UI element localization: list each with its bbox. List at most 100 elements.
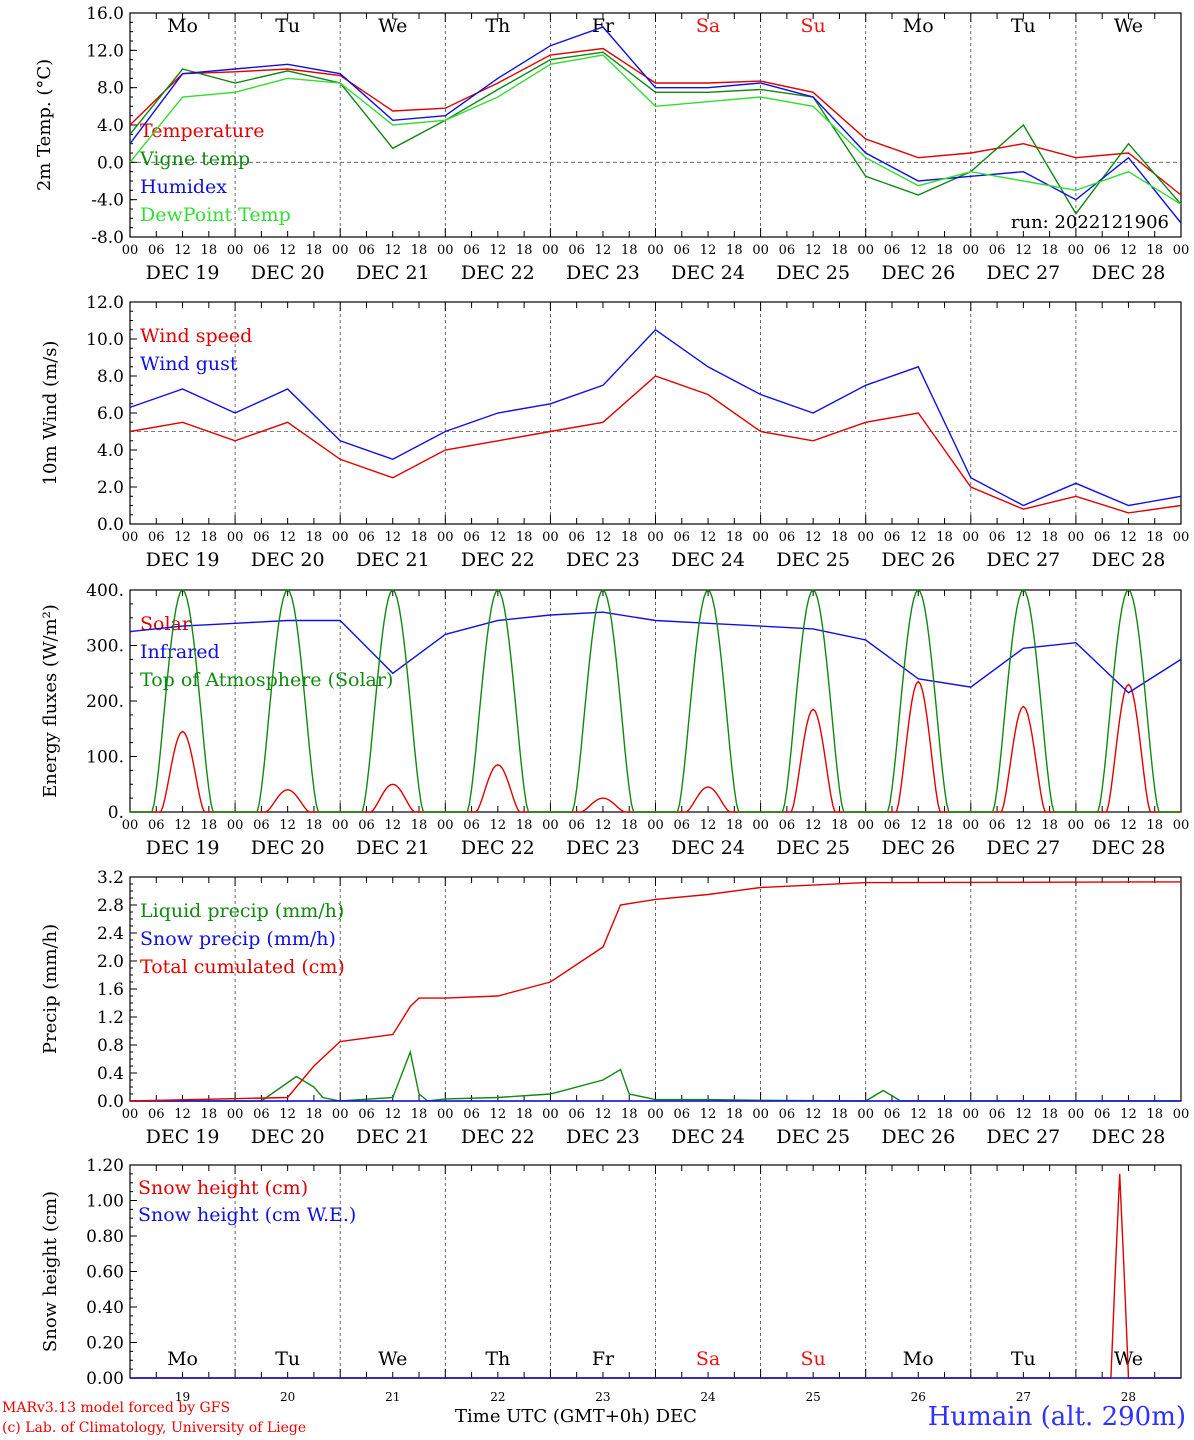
- date-label: DEC 23: [566, 1126, 640, 1148]
- y-tick-label: 0.0: [97, 153, 124, 173]
- date-label: DEC 26: [881, 262, 955, 284]
- hour-tick-label: 12: [174, 530, 191, 545]
- date-label: DEC 26: [881, 1126, 955, 1148]
- hour-tick-label: 00: [227, 1107, 244, 1122]
- day-number-label: 20: [280, 1390, 295, 1404]
- hour-tick-label: 00: [647, 243, 664, 258]
- hour-tick-label: 00: [227, 818, 244, 833]
- hour-tick-label: 18: [1041, 243, 1058, 258]
- model-credit: MARv3.13 model forced by GFS: [2, 1400, 231, 1416]
- y-axis-label: Snow height (cm): [40, 1191, 61, 1352]
- hour-tick-label: 06: [463, 530, 480, 545]
- y-tick-label: 2.4: [97, 924, 124, 944]
- hour-tick-label: 00: [752, 243, 769, 258]
- y-tick-label: 8.0: [97, 367, 124, 387]
- weekday-label: Tu: [275, 1348, 300, 1370]
- date-label: DEC 27: [986, 1126, 1060, 1148]
- weekday-label: Th: [485, 1348, 510, 1370]
- hour-tick-label: 12: [910, 243, 927, 258]
- hour-tick-label: 00: [1173, 1107, 1190, 1122]
- y-tick-label: 0.40: [86, 1298, 124, 1318]
- hour-tick-label: 00: [122, 1107, 139, 1122]
- y-tick-label: 4.0: [97, 116, 124, 136]
- hour-tick-label: 12: [805, 818, 822, 833]
- weekday-label: We: [1114, 15, 1143, 37]
- weekday-label: Su: [801, 1348, 826, 1370]
- hour-tick-label: 18: [1146, 1107, 1163, 1122]
- y-tick-label: 300.: [86, 637, 124, 657]
- hour-tick-label: 00: [332, 1107, 349, 1122]
- weekday-label: Sa: [696, 1348, 720, 1370]
- date-label: DEC 21: [356, 1126, 430, 1148]
- hour-tick-label: 18: [936, 243, 953, 258]
- legend-label: Total cumulated (cm): [140, 956, 345, 978]
- hour-tick-label: 06: [674, 530, 691, 545]
- hour-tick-label: 12: [490, 1107, 507, 1122]
- hour-tick-label: 00: [332, 818, 349, 833]
- hour-tick-label: 00: [437, 530, 454, 545]
- series-line-total-cumulated-cm-: [129, 881, 1182, 1102]
- hour-tick-label: 18: [831, 243, 848, 258]
- y-tick-label: 200.: [86, 692, 124, 712]
- hour-tick-label: 12: [490, 818, 507, 833]
- hour-tick-label: 00: [857, 818, 874, 833]
- date-label: DEC 19: [146, 837, 220, 859]
- hour-tick-label: 18: [726, 818, 743, 833]
- date-label: DEC 21: [356, 262, 430, 284]
- hour-tick-label: 18: [831, 818, 848, 833]
- date-label: DEC 21: [356, 549, 430, 571]
- hour-tick-label: 12: [174, 1107, 191, 1122]
- hour-tick-label: 18: [1041, 818, 1058, 833]
- hour-tick-label: 18: [726, 530, 743, 545]
- hour-tick-label: 18: [621, 818, 638, 833]
- hour-tick-label: 06: [779, 243, 796, 258]
- hour-tick-label: 12: [805, 530, 822, 545]
- hour-tick-label: 00: [542, 530, 559, 545]
- weekday-label: Mo: [903, 1348, 934, 1370]
- hour-tick-label: 18: [201, 243, 218, 258]
- hour-tick-label: 06: [989, 1107, 1006, 1122]
- hour-tick-label: 06: [884, 818, 901, 833]
- hour-tick-label: 00: [1068, 530, 1085, 545]
- hour-tick-label: 18: [516, 530, 533, 545]
- legend-label: Infrared: [140, 641, 220, 663]
- date-label: DEC 22: [461, 262, 535, 284]
- hour-tick-label: 18: [516, 243, 533, 258]
- hour-tick-label: 00: [227, 530, 244, 545]
- legend-label: Humidex: [140, 176, 227, 198]
- series-line-wind-gust: [129, 328, 1182, 507]
- y-axis-label: 2m Temp. (°C): [34, 59, 55, 191]
- date-label: DEC 28: [1092, 837, 1166, 859]
- hour-tick-label: 18: [621, 243, 638, 258]
- hour-tick-label: 18: [306, 530, 323, 545]
- hour-tick-label: 18: [411, 530, 428, 545]
- hour-tick-label: 06: [253, 1107, 270, 1122]
- series-line-wind-speed: [129, 375, 1182, 514]
- hour-tick-label: 00: [437, 243, 454, 258]
- date-label: DEC 27: [986, 549, 1060, 571]
- hour-tick-label: 00: [1173, 818, 1190, 833]
- hour-tick-label: 06: [1094, 1107, 1111, 1122]
- hour-tick-label: 12: [490, 530, 507, 545]
- y-tick-label: 12.0: [86, 293, 124, 313]
- date-label: DEC 26: [881, 837, 955, 859]
- hour-tick-label: 12: [700, 1107, 717, 1122]
- y-tick-label: 6.0: [97, 404, 124, 424]
- hour-tick-label: 00: [857, 243, 874, 258]
- y-tick-label: 2.0: [97, 478, 124, 498]
- hour-tick-label: 18: [726, 243, 743, 258]
- hour-tick-label: 00: [437, 1107, 454, 1122]
- day-number-label: 25: [806, 1390, 821, 1404]
- hour-tick-label: 12: [174, 243, 191, 258]
- hour-tick-label: 12: [384, 1107, 401, 1122]
- date-label: DEC 25: [776, 837, 850, 859]
- hour-tick-label: 06: [989, 243, 1006, 258]
- hour-tick-label: 00: [647, 818, 664, 833]
- date-label: DEC 24: [671, 262, 745, 284]
- hour-tick-label: 12: [1120, 530, 1137, 545]
- hour-tick-label: 18: [306, 818, 323, 833]
- y-tick-label: 10.0: [86, 330, 124, 350]
- hour-tick-label: 00: [332, 530, 349, 545]
- hour-tick-label: 06: [779, 530, 796, 545]
